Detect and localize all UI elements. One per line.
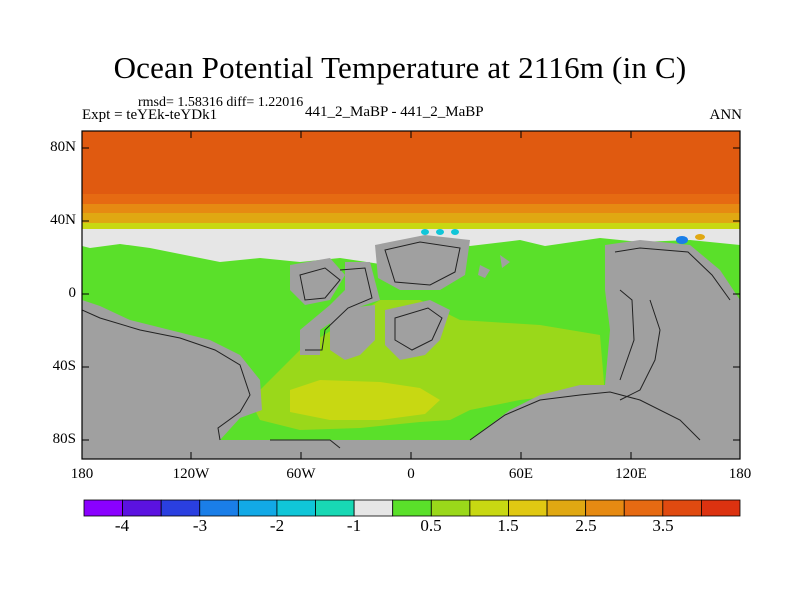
- warm-band-stripe-3: [82, 213, 740, 223]
- lon-label-60w: 60W: [286, 466, 316, 482]
- colorbar-swatch: [662, 499, 702, 517]
- lon-ticks: [190, 131, 632, 459]
- colorbar-swatch: [122, 499, 162, 517]
- colorbar-swatch: [315, 499, 355, 517]
- colorbar-swatch: [701, 499, 741, 517]
- colorbar-swatch: [508, 499, 548, 517]
- cold-patch-3: [451, 229, 459, 235]
- lon-label-60e: 60E: [508, 466, 534, 482]
- colorbar-label: -1: [346, 516, 362, 535]
- land-central-block: [300, 262, 380, 355]
- lat-label-40s: 40S: [52, 358, 76, 374]
- colorbar-swatch: [276, 499, 316, 517]
- warm-band-stripe-2: [82, 204, 740, 213]
- colorbar-swatch: [546, 499, 587, 517]
- season-label: ANN: [709, 107, 743, 123]
- lon-label-180w: 180: [70, 466, 94, 482]
- land-small-1: [478, 265, 490, 278]
- colorbar-swatch: [353, 499, 394, 517]
- cold-patch-1: [421, 229, 429, 235]
- lon-label-180e: 180: [728, 466, 752, 482]
- diff-high-zone: [290, 380, 440, 420]
- colorbar-swatch: [237, 499, 278, 517]
- land-small-2: [500, 255, 510, 268]
- land-east: [440, 240, 740, 459]
- lat-label-40n: 40N: [50, 212, 76, 228]
- land-central-south: [330, 305, 375, 360]
- experiments-compared: 441_2_MaBP - 441_2_MaBP: [305, 104, 484, 120]
- land-south-fringe: [82, 440, 740, 459]
- warm-band-stripe-1: [82, 194, 740, 204]
- coastline-outlines: [82, 241, 731, 449]
- colorbar: [83, 499, 741, 517]
- colorbar-label: 3.5: [652, 516, 674, 535]
- warm-patch-1: [695, 234, 705, 240]
- colorbar-swatch: [160, 499, 201, 517]
- land-americas-south: [82, 300, 340, 459]
- colorbar-label: 1.5: [497, 516, 519, 535]
- lat-label-0: 0: [68, 285, 77, 301]
- colorbar-swatch: [392, 499, 432, 517]
- stats-text: rmsd= 1.58316 diff= 1.22016: [138, 95, 304, 110]
- warm-band-stripe-4: [82, 223, 740, 229]
- colorbar-label: -4: [114, 516, 130, 535]
- lat-label-80s: 80S: [52, 431, 76, 447]
- lat-ticks: [82, 147, 740, 441]
- colorbar-swatch: [430, 499, 471, 517]
- near-zero-belt: [82, 229, 740, 264]
- lon-label-0: 0: [407, 466, 415, 482]
- land-central-east: [385, 300, 450, 360]
- cold-patch-4: [676, 236, 688, 244]
- colorbar-swatch: [83, 499, 123, 517]
- lon-label-120w: 120W: [172, 466, 210, 482]
- colorbar-swatch: [623, 499, 664, 517]
- lat-label-80n: 80N: [50, 139, 76, 155]
- colorbar-label: -3: [192, 516, 208, 535]
- cold-patch-2: [436, 229, 444, 235]
- colorbar-swatch: [199, 499, 239, 517]
- map-title: Ocean Potential Temperature at 2116m (in…: [113, 50, 687, 85]
- colorbar-swatch: [585, 499, 625, 517]
- colorbar-label: -2: [269, 516, 285, 535]
- land-masses: [82, 235, 740, 459]
- experiment-label: Expt = teYEk-teYDk1: [82, 107, 218, 123]
- colorbar-label: 0.5: [420, 516, 442, 535]
- lon-label-120e: 120E: [615, 466, 647, 482]
- colorbar-label: 2.5: [575, 516, 597, 535]
- colorbar-swatch: [469, 499, 509, 517]
